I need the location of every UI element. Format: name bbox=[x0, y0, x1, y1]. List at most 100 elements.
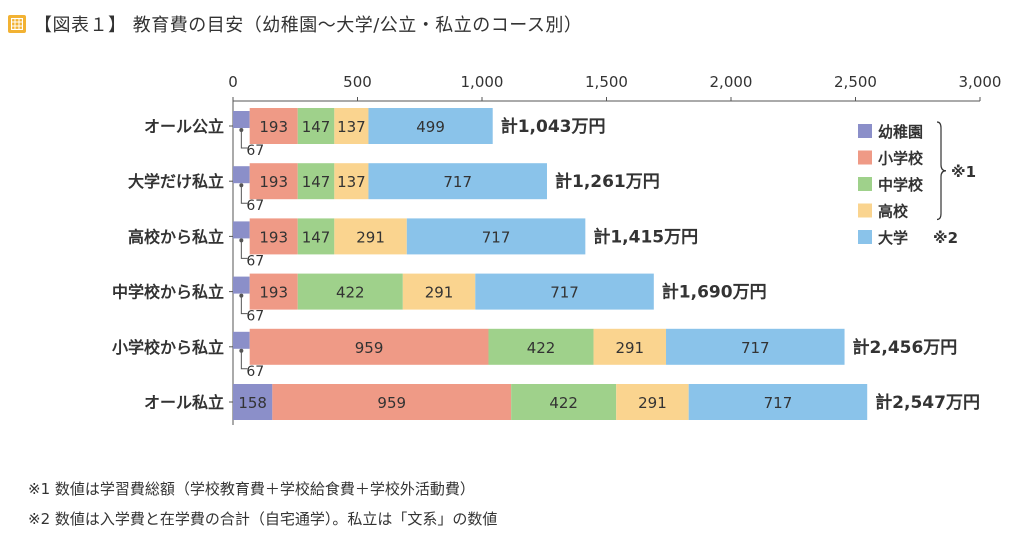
data-label: 717 bbox=[741, 339, 770, 357]
table-icon bbox=[8, 15, 26, 33]
bar-total-label: 計1,261万円 bbox=[555, 171, 660, 192]
footnote-2: ※2 数値は入学費と在学費の合計（自宅通学）。私立は「文系」の数値 bbox=[28, 510, 498, 528]
bar-segment bbox=[334, 218, 407, 255]
bar-segment bbox=[593, 328, 667, 365]
legend-note-2: ※2 bbox=[933, 229, 958, 247]
x-tick-label: 3,000 bbox=[959, 73, 1002, 91]
callout-line bbox=[240, 240, 248, 259]
legend-brace bbox=[936, 121, 947, 221]
legend-label: 小学校 bbox=[878, 150, 924, 168]
legend-swatch bbox=[858, 203, 872, 218]
data-label: 717 bbox=[550, 284, 579, 302]
legend-swatch bbox=[858, 124, 872, 138]
bar-segment bbox=[249, 163, 298, 200]
bar-segment bbox=[475, 273, 654, 310]
bar-total-label: 計1,690万円 bbox=[662, 282, 767, 303]
category-label: オール公立 bbox=[144, 117, 224, 136]
bar-segment bbox=[688, 384, 868, 420]
bar-segment bbox=[368, 163, 547, 200]
data-label: 147 bbox=[302, 173, 331, 191]
bar-total-label: 計1,415万円 bbox=[593, 226, 698, 247]
data-label-small: 67 bbox=[246, 253, 264, 269]
legend-label: 大学 bbox=[878, 229, 908, 247]
bar-segment bbox=[402, 273, 476, 310]
footnote-1: ※1 数値は学習費総額（学校教育費＋学校給食費＋学校外活動費） bbox=[28, 480, 475, 498]
bar-segment bbox=[616, 384, 689, 420]
data-label: 193 bbox=[259, 228, 288, 246]
data-label: 147 bbox=[302, 118, 331, 136]
bar-total-label: 計1,043万円 bbox=[501, 116, 606, 137]
data-label-small: 67 bbox=[246, 198, 264, 214]
data-label: 717 bbox=[443, 173, 472, 191]
callout-line bbox=[240, 185, 248, 204]
legend-label: 中学校 bbox=[878, 176, 924, 194]
data-label: 158 bbox=[238, 394, 267, 412]
bar-segment bbox=[249, 273, 298, 310]
data-label-small: 67 bbox=[246, 309, 264, 325]
legend-swatch bbox=[858, 177, 872, 191]
bar-segment bbox=[297, 218, 335, 255]
chart-title: 【図表１】 教育費の目安（幼稚園〜大学/公立・私立のコース別） bbox=[34, 15, 583, 36]
data-label: 959 bbox=[377, 394, 406, 412]
bar-total-label: 計2,547万円 bbox=[875, 392, 980, 413]
data-label-small: 67 bbox=[246, 143, 264, 159]
data-label: 422 bbox=[549, 394, 578, 412]
data-label: 422 bbox=[527, 339, 556, 357]
bar-segment bbox=[511, 384, 617, 420]
bar-segment bbox=[233, 331, 250, 349]
data-label: 717 bbox=[764, 394, 793, 412]
x-tick-label: 2,000 bbox=[710, 73, 753, 91]
bar-segment bbox=[368, 108, 493, 144]
legend-label: 高校 bbox=[878, 203, 909, 221]
bar-segment bbox=[233, 384, 273, 420]
legend-swatch bbox=[858, 230, 872, 244]
bar-segment bbox=[249, 328, 489, 365]
legend-note-1: ※1 bbox=[951, 163, 976, 181]
legend-swatch bbox=[858, 150, 872, 165]
x-tick-label: 500 bbox=[343, 73, 372, 91]
data-label: 291 bbox=[356, 228, 385, 246]
bar-segment bbox=[233, 276, 250, 294]
x-tick-label: 1,000 bbox=[461, 73, 504, 91]
data-label: 193 bbox=[259, 284, 288, 302]
chart-header: 【図表１】 教育費の目安（幼稚園〜大学/公立・私立のコース別） bbox=[8, 10, 582, 38]
bar-segment bbox=[272, 384, 512, 420]
footnotes: ※1 数値は学習費総額（学校教育費＋学校給食費＋学校外活動費） ※2 数値は入学… bbox=[28, 474, 497, 534]
data-label: 147 bbox=[302, 228, 331, 246]
bar-segment bbox=[406, 218, 586, 255]
legend-label: 幼稚園 bbox=[878, 123, 923, 141]
callout-line bbox=[240, 295, 248, 315]
bar-segment bbox=[249, 108, 298, 144]
data-label: 193 bbox=[259, 173, 288, 191]
callout-line bbox=[240, 350, 248, 370]
bar-segment bbox=[297, 108, 335, 144]
bar-segment bbox=[233, 166, 250, 184]
data-label: 499 bbox=[416, 118, 445, 136]
bar-segment bbox=[297, 163, 335, 200]
bar-segment bbox=[334, 163, 369, 200]
category-label: 中学校から私立 bbox=[112, 283, 224, 302]
bar-segment bbox=[249, 218, 298, 255]
bar-segment bbox=[666, 328, 845, 365]
category-label: オール私立 bbox=[144, 393, 224, 412]
category-label: 小学校から私立 bbox=[112, 338, 224, 357]
x-tick-label: 1,500 bbox=[585, 73, 628, 91]
bar-segment bbox=[233, 111, 250, 128]
bar-segment bbox=[297, 273, 403, 310]
data-label: 137 bbox=[337, 173, 366, 191]
callout-line bbox=[240, 130, 248, 149]
stacked-bar-chart: 0 500 1,000 1,500 2,000 2,500 3,000 オール公立 67 193 1… bbox=[112, 73, 1002, 425]
data-label: 422 bbox=[336, 284, 365, 302]
bar-segment bbox=[233, 221, 250, 239]
x-tick-label: 0 bbox=[228, 73, 238, 91]
category-label: 高校から私立 bbox=[128, 227, 224, 246]
bar-segment bbox=[488, 328, 594, 365]
bar-total-label: 計2,456万円 bbox=[853, 337, 958, 358]
data-label-small: 67 bbox=[246, 364, 264, 380]
x-tick-label: 2,500 bbox=[834, 73, 877, 91]
data-label: 717 bbox=[482, 228, 511, 246]
data-label: 291 bbox=[425, 284, 454, 302]
bar-segment bbox=[334, 108, 369, 144]
category-label: 大学だけ私立 bbox=[128, 172, 224, 191]
data-label: 137 bbox=[337, 118, 366, 136]
